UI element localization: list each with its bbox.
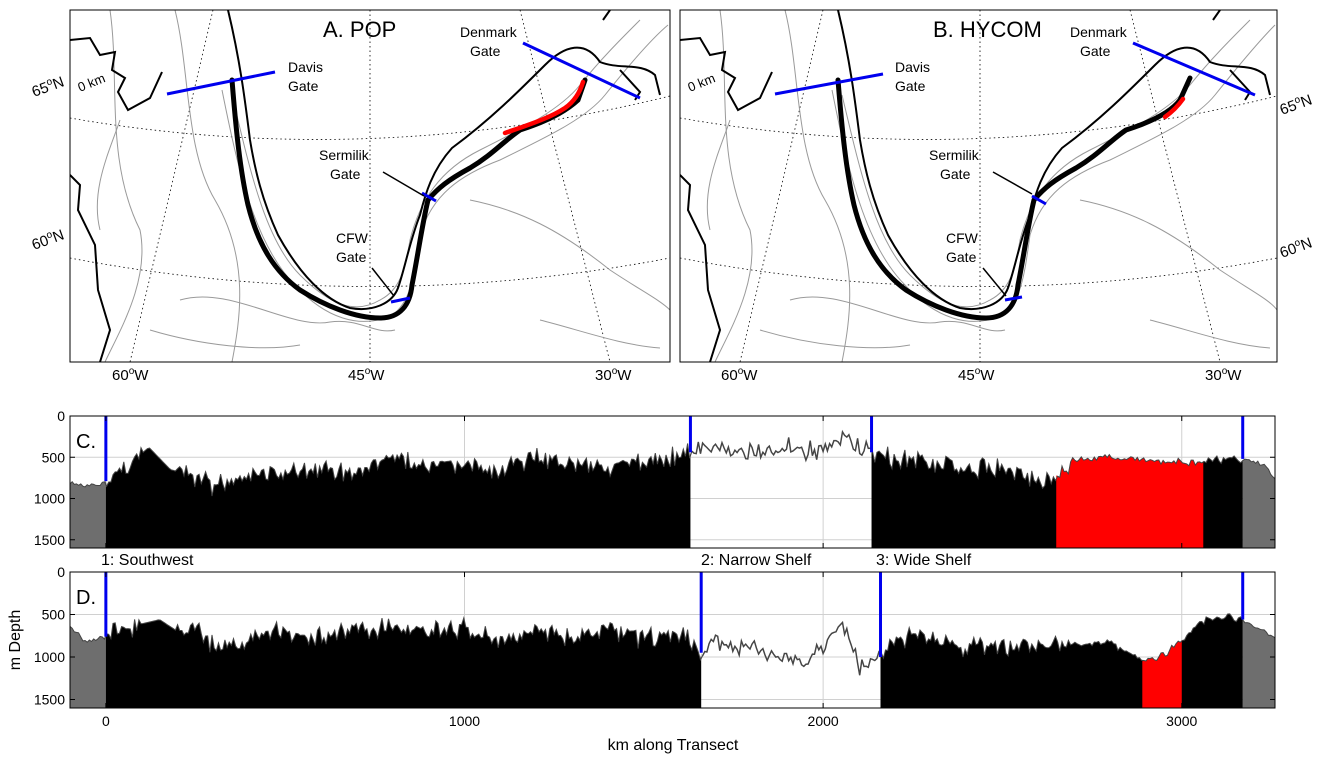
sermilik-pointer [382, 171, 425, 197]
region-label-southwest: 1: Southwest [101, 552, 194, 569]
y-tick-label: 1000 [34, 649, 65, 665]
longitude-line-60 [129, 10, 214, 362]
lat-label-60-right: 60oN [1277, 234, 1314, 262]
sermilik-pointer [992, 171, 1033, 195]
y-tick-label: 1500 [34, 532, 65, 548]
lat-label-65-left: 65oN [29, 73, 66, 101]
transect-highlight [502, 79, 586, 136]
lon-label-30-b: 30oW [1205, 366, 1242, 384]
sermilik-gate-label-2: Gate [940, 166, 971, 182]
plot-frame [69, 415, 1276, 549]
sermilik-gate-label: Sermilik [319, 147, 370, 163]
longitude-line-30 [519, 10, 611, 362]
y-tick-label: 1500 [34, 692, 65, 708]
cfw-gate-line [390, 296, 411, 304]
latitude-line-60 [70, 257, 670, 287]
cfw-gate-label-2: Gate [336, 249, 367, 265]
denmark-gate-label: Denmark [1070, 24, 1128, 40]
panel-label: C. [76, 431, 96, 453]
outside-region-area [1242, 458, 1275, 548]
plot-frame [69, 571, 1276, 709]
depth-profile-line [69, 613, 1276, 676]
sermilik-gate-line [1031, 194, 1047, 206]
lat-label-60-left: 60oN [29, 226, 66, 254]
y-tick-label: 0 [57, 564, 65, 580]
denmark-gate-label-2: Gate [1080, 43, 1111, 59]
cfw-gate-line [1004, 295, 1023, 302]
southwest-region-area [105, 443, 691, 548]
davis-gate-line [166, 70, 276, 96]
outside-region-area [70, 481, 106, 548]
longitude-line-30 [1129, 10, 1221, 362]
cfw-gate-label: CFW [336, 230, 369, 246]
x-tick-label: 0 [102, 713, 110, 729]
map-panel-b: B. HYCOM Davis Gate Denmark Gate Sermili… [679, 9, 1314, 384]
x-axis-label: km along Transect [608, 737, 739, 754]
davis-gate-label-2: Gate [288, 78, 319, 94]
davis-gate-line [774, 72, 884, 96]
panel-title-b: B. HYCOM [933, 17, 1042, 42]
y-tick-label: 1000 [34, 491, 65, 507]
denmark-gate-line [1132, 41, 1256, 97]
region-label-wide-shelf: 3: Wide Shelf [876, 552, 972, 569]
latitude-line-65 [70, 95, 670, 140]
outside-region-area [70, 624, 106, 708]
lon-label-60-b: 60oW [721, 366, 758, 384]
davis-gate-label: Davis [288, 59, 323, 75]
x-tick-label: 3000 [1166, 713, 1197, 729]
cfw-pointer [371, 267, 395, 297]
bathymetry-contours [96, 10, 670, 362]
lon-label-45-a: 45oW [348, 366, 385, 384]
lon-label-45-b: 45oW [958, 366, 995, 384]
transect-highlight [1162, 96, 1186, 120]
coastline [680, 10, 1271, 362]
cfw-gate-label-2: Gate [946, 249, 977, 265]
lon-label-60-a: 60oW [112, 366, 149, 384]
x-tick-label: 1000 [449, 713, 480, 729]
region-label-narrow-shelf: 2: Narrow Shelf [701, 552, 812, 569]
cfw-gate-label: CFW [946, 230, 979, 246]
denmark-gate-label-2: Gate [470, 43, 501, 59]
transect-line [229, 77, 588, 321]
coastline [70, 10, 661, 362]
y-tick-label: 500 [42, 449, 66, 465]
denmark-gate-label: Denmark [460, 24, 518, 40]
sermilik-gate-label: Sermilik [929, 147, 980, 163]
y-tick-label: 500 [42, 607, 66, 623]
x-tick-label: 2000 [808, 713, 839, 729]
y-axis-label: m Depth [7, 610, 24, 670]
southwest-region-area [105, 617, 702, 708]
davis-gate-label-2: Gate [895, 78, 926, 94]
highlight-region-area [1056, 454, 1204, 548]
sermilik-gate-label-2: Gate [330, 166, 361, 182]
highlight-region-area [1142, 640, 1182, 708]
depth-panel-c: 0 500 1000 1500 C. [34, 408, 1276, 549]
outside-region-area [1242, 619, 1275, 708]
panel-title-a: A. POP [323, 17, 396, 42]
denmark-gate-line [522, 41, 641, 100]
map-panel-a: A. POP Davis Gate Denmark Gate Sermilik … [29, 9, 671, 384]
cfw-pointer [982, 267, 1007, 297]
panel-label: D. [76, 587, 96, 609]
sermilik-gate-line [421, 191, 437, 203]
depth-panel-d: 0 500 1000 1500 0 1000 2000 3000 D. [34, 564, 1276, 729]
y-tick-label: 0 [57, 408, 65, 424]
davis-gate-label: Davis [895, 59, 930, 75]
lat-label-65-right: 65oN [1277, 91, 1314, 119]
lon-label-30-a: 30oW [595, 366, 632, 384]
depth-profile-line [69, 430, 1276, 497]
longitude-line-60 [739, 10, 824, 362]
